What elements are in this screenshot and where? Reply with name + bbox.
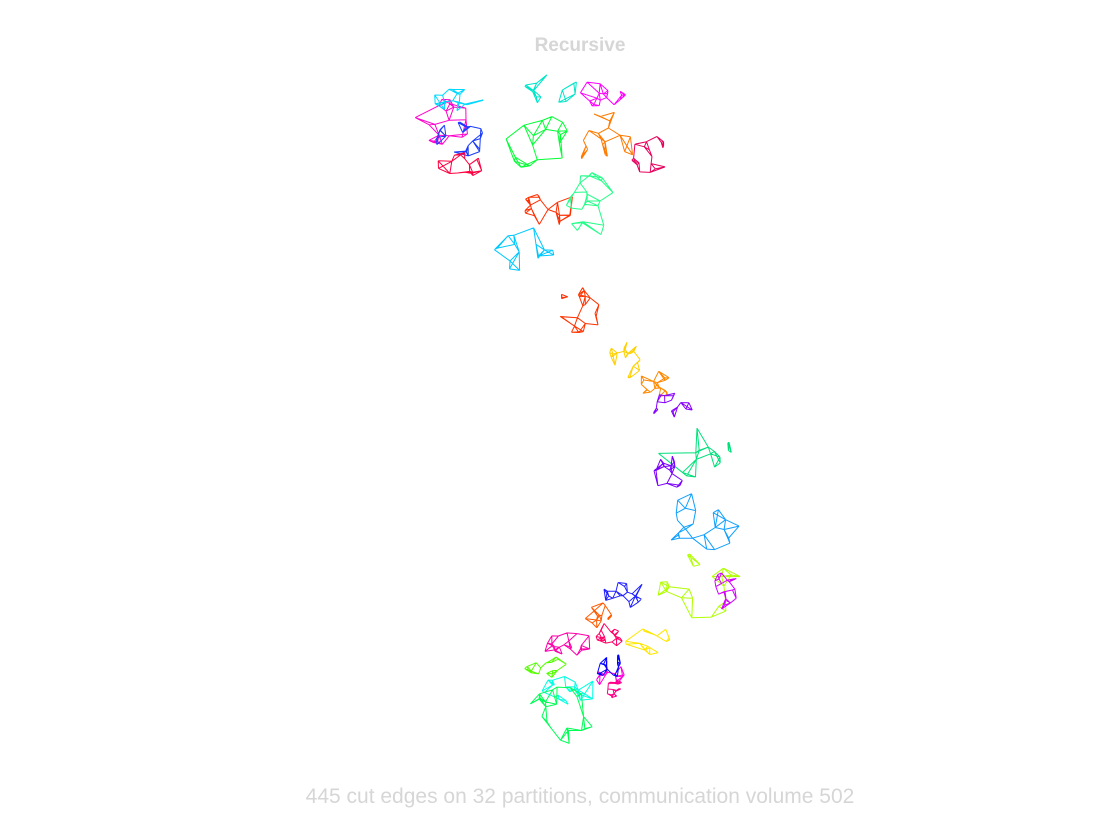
partition-14 bbox=[653, 392, 693, 418]
partition-9 bbox=[437, 152, 483, 177]
partition-31 bbox=[606, 679, 622, 699]
partition-12 bbox=[609, 341, 641, 379]
partition-mesh-edges bbox=[631, 136, 666, 173]
partition-mesh-edges bbox=[714, 572, 737, 610]
partition-6 bbox=[580, 111, 634, 159]
partition-mesh-edges bbox=[524, 194, 573, 225]
partition-13 bbox=[640, 370, 670, 398]
figure-title: Recursive bbox=[534, 35, 626, 56]
partition-3 bbox=[505, 116, 568, 168]
partition-mesh-edges bbox=[505, 116, 568, 168]
partition-mesh-edges bbox=[606, 679, 622, 699]
partition-18 bbox=[657, 553, 741, 619]
partition-mesh-edges bbox=[595, 623, 623, 647]
partition-19 bbox=[714, 572, 737, 610]
partition-32 bbox=[579, 81, 626, 107]
partition-30 bbox=[529, 686, 593, 744]
partition-mesh-edges bbox=[524, 656, 567, 678]
partition-10 bbox=[494, 227, 555, 271]
partition-21 bbox=[625, 628, 671, 655]
partition-mesh-edges bbox=[524, 74, 577, 104]
partition-mesh-edges bbox=[658, 427, 732, 478]
partition-mesh-edges bbox=[437, 152, 483, 177]
partition-20 bbox=[603, 582, 643, 608]
partition-mesh-edges bbox=[653, 392, 693, 418]
partition-mesh-edges bbox=[603, 582, 643, 608]
partition-mesh-edges bbox=[609, 341, 641, 379]
partition-mesh-edges bbox=[625, 628, 671, 655]
partition-26 bbox=[524, 656, 567, 678]
partition-7 bbox=[524, 194, 573, 225]
partition-mesh-edges bbox=[494, 227, 555, 271]
partition-28 bbox=[596, 654, 621, 677]
partition-mesh-edges bbox=[653, 455, 683, 488]
partition-11 bbox=[559, 287, 600, 333]
partition-25 bbox=[595, 623, 623, 647]
partition-4 bbox=[524, 74, 577, 104]
partition-mesh-edges bbox=[579, 81, 626, 107]
partition-mesh-edges bbox=[565, 172, 614, 236]
partition-mesh-edges bbox=[580, 111, 634, 159]
partition-mesh-edges bbox=[559, 287, 600, 333]
partition-5 bbox=[436, 121, 483, 157]
partition-mesh-edges bbox=[436, 121, 483, 157]
figure-caption: 445 cut edges on 32 partitions, communic… bbox=[305, 785, 855, 808]
partition-mesh-edges bbox=[529, 686, 593, 744]
partition-mesh-edges bbox=[670, 493, 740, 551]
partition-mesh-edges bbox=[434, 88, 484, 112]
partition-17 bbox=[670, 493, 740, 551]
partition-22 bbox=[584, 602, 612, 629]
partition-8 bbox=[631, 136, 666, 173]
partition-24 bbox=[544, 632, 591, 656]
partition-mesh-edges bbox=[640, 370, 670, 398]
partition-23 bbox=[565, 172, 614, 236]
partition-2 bbox=[434, 88, 484, 112]
partition-mesh-edges bbox=[596, 654, 621, 677]
partition-mesh-edges bbox=[544, 632, 591, 656]
partition-mesh-edges bbox=[584, 602, 612, 629]
partition-15 bbox=[658, 427, 732, 478]
partition-16 bbox=[653, 455, 683, 488]
partition-mesh-edges bbox=[657, 553, 741, 619]
